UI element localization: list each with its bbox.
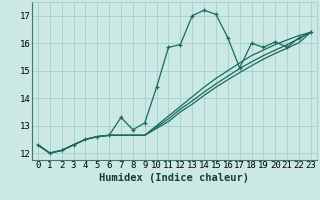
X-axis label: Humidex (Indice chaleur): Humidex (Indice chaleur) <box>100 173 249 183</box>
